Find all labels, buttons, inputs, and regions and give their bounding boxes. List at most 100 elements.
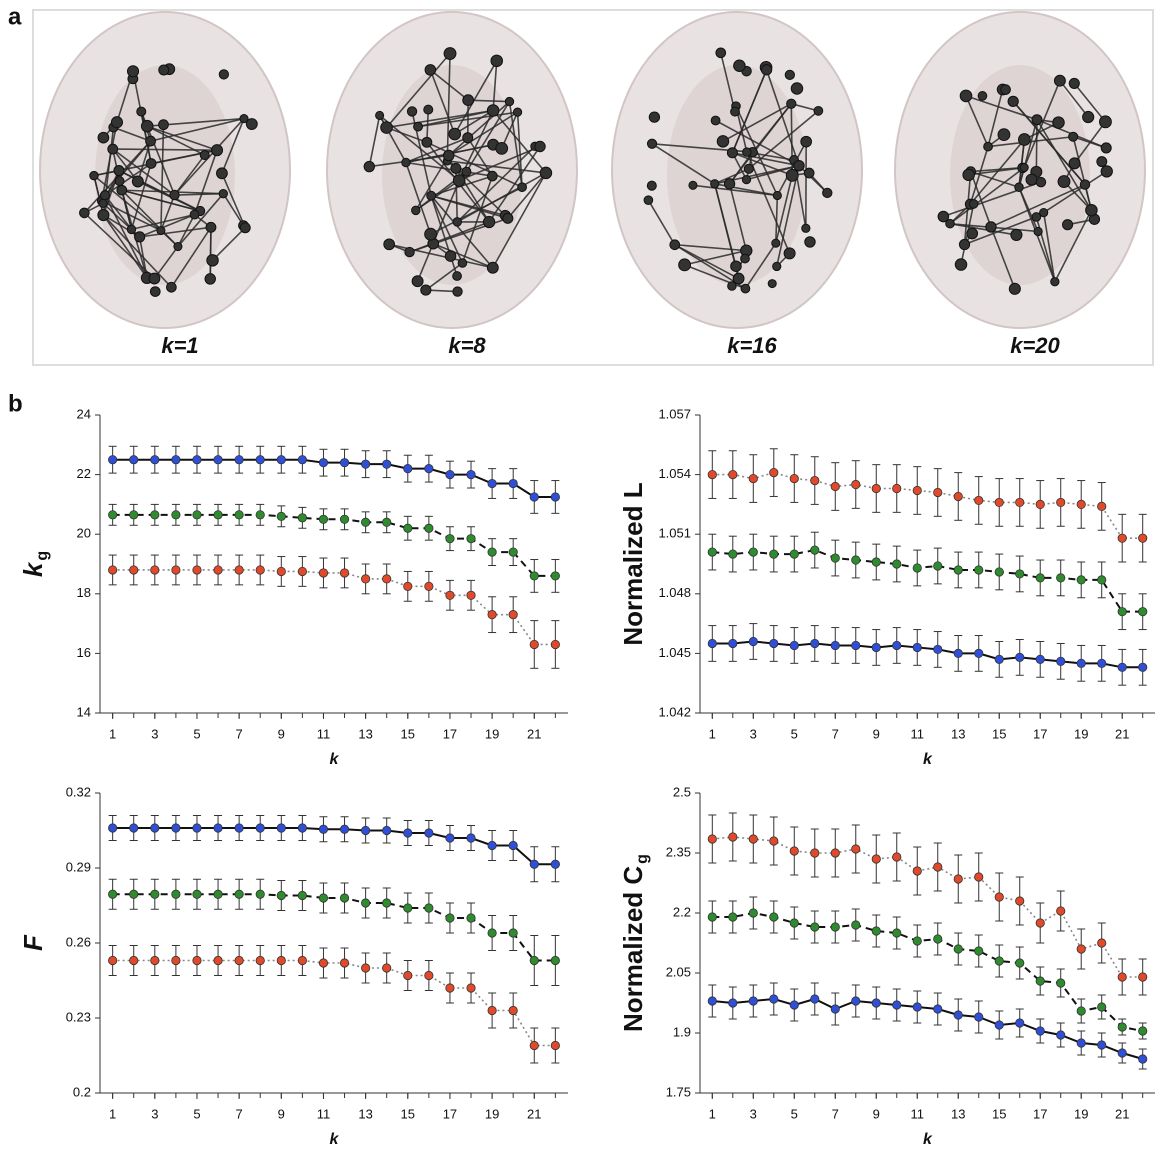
data-point	[508, 1005, 518, 1016]
network-edge	[415, 179, 460, 212]
network-node	[966, 227, 979, 240]
network-node	[539, 166, 553, 180]
data-point	[769, 836, 779, 846]
data-point	[529, 492, 539, 502]
data-point	[1097, 1002, 1107, 1012]
network-edge	[467, 137, 494, 177]
network-edge	[146, 125, 218, 151]
network-node	[678, 258, 692, 272]
network-node	[784, 69, 795, 80]
network-node	[420, 284, 432, 296]
data-point	[297, 890, 307, 901]
data-point	[871, 642, 881, 653]
series	[108, 554, 560, 669]
x-tick-label: 15	[992, 1106, 1006, 1121]
data-point	[508, 610, 518, 620]
network-edge	[425, 262, 463, 291]
network-label: k=1	[161, 333, 198, 358]
network-edge	[405, 137, 469, 164]
data-point	[213, 565, 223, 575]
network-edge	[748, 110, 819, 170]
y-tick-label: 16	[77, 645, 91, 660]
y-tick-label: 1.75	[666, 1084, 691, 1099]
network-node	[383, 238, 396, 251]
data-point	[933, 862, 943, 872]
network-edge	[170, 226, 212, 288]
network-node	[997, 128, 1011, 142]
data-point	[810, 848, 820, 858]
data-point	[403, 970, 413, 981]
data-point	[487, 1005, 497, 1016]
series	[707, 812, 1148, 996]
network-node	[189, 209, 200, 220]
data-point	[361, 898, 371, 908]
network-node	[450, 162, 462, 174]
network-node	[158, 119, 169, 131]
network-edge	[430, 195, 464, 264]
data-point	[361, 825, 371, 836]
network-edge	[112, 148, 218, 151]
data-point	[830, 848, 840, 858]
network-edge	[104, 194, 133, 230]
network-node	[482, 215, 496, 229]
network-node	[740, 283, 751, 294]
series-line	[712, 549, 1143, 613]
data-point	[508, 840, 518, 851]
data-point	[1015, 652, 1025, 662]
network-node	[158, 64, 170, 76]
network-node	[173, 242, 183, 252]
data-point	[1097, 501, 1107, 511]
data-point	[276, 955, 286, 966]
network-edge	[454, 109, 494, 135]
data-point	[974, 1012, 984, 1022]
data-point	[171, 455, 181, 465]
x-tick-label: 11	[911, 1106, 925, 1121]
network-node	[813, 105, 824, 116]
network-edge	[719, 52, 736, 112]
network-node	[145, 158, 157, 169]
y-tick-label: 22	[77, 466, 91, 481]
network-edge	[455, 167, 506, 217]
data-point	[728, 469, 738, 480]
network-edge	[1063, 181, 1092, 211]
network-edge	[446, 53, 451, 161]
data-point	[1138, 533, 1148, 543]
data-point	[1076, 944, 1086, 954]
x-tick-label: 7	[236, 726, 243, 741]
y-axis-label: Normalized L	[618, 482, 648, 645]
network-node	[239, 222, 251, 234]
data-point	[728, 638, 738, 649]
data-point	[445, 469, 455, 480]
data-point	[171, 510, 181, 520]
network-node	[443, 149, 455, 162]
data-point	[953, 1010, 963, 1020]
data-point	[487, 928, 497, 938]
x-tick-label: 5	[791, 1106, 798, 1121]
network-edge	[101, 200, 162, 232]
network-node	[126, 224, 137, 235]
data-point	[129, 510, 139, 520]
network-edge	[113, 126, 151, 142]
network-node	[89, 170, 99, 181]
network-edge	[430, 195, 458, 277]
data-point	[297, 513, 307, 523]
data-point	[1056, 656, 1066, 666]
x-tick-label: 1	[109, 1106, 116, 1121]
data-point	[1035, 654, 1045, 664]
x-tick-label: 9	[278, 1106, 285, 1121]
network-edge	[415, 155, 450, 211]
data-point	[1035, 573, 1045, 583]
x-tick-label: 15	[992, 726, 1006, 741]
y-tick-label: 1.9	[673, 1024, 691, 1039]
network-node	[1068, 131, 1079, 142]
data-point	[508, 928, 518, 938]
data-point	[150, 955, 160, 966]
network-edge	[221, 172, 246, 229]
network-node	[411, 275, 424, 288]
x-axis-label: k	[330, 751, 340, 768]
data-point	[851, 920, 861, 930]
data-point	[953, 874, 963, 884]
network-node	[98, 198, 108, 208]
network-edge	[1023, 80, 1061, 168]
network-edge	[112, 148, 139, 183]
